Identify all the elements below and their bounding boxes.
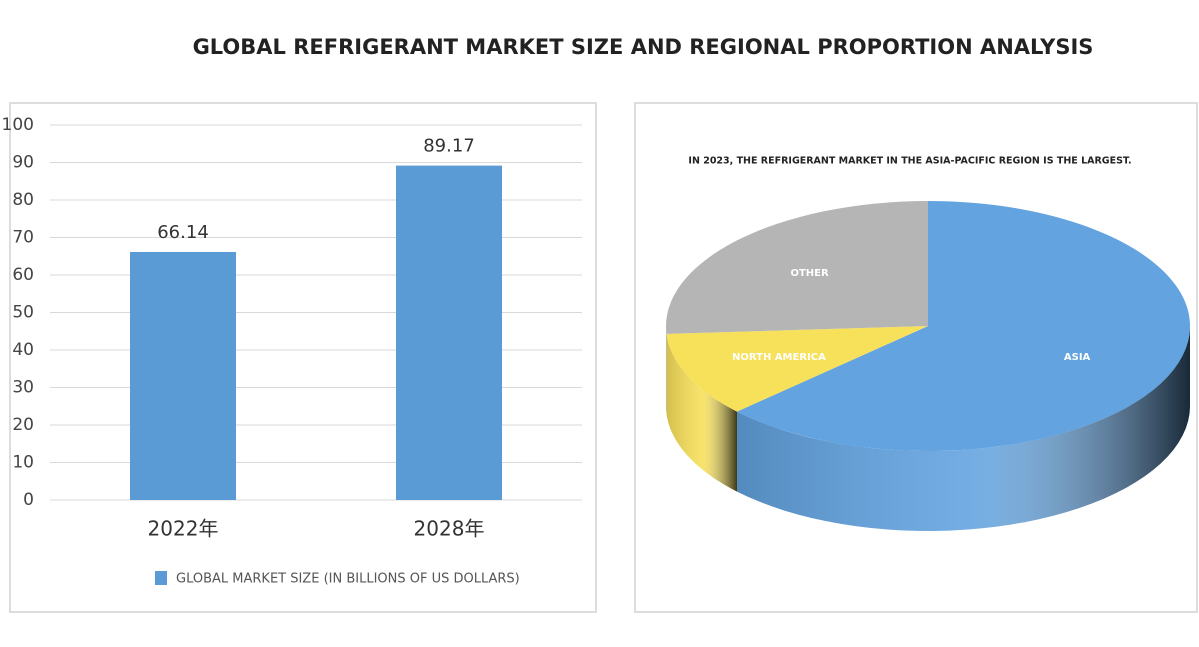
- bar: [130, 251, 236, 500]
- legend-swatch: [155, 571, 167, 585]
- x-tick-label: 2022年: [148, 517, 219, 541]
- x-tick-label: 2028年: [414, 517, 485, 541]
- pie-side-shade: [666, 326, 667, 414]
- page-title: GLOBAL REFRIGERANT MARKET SIZE AND REGIO…: [193, 35, 1094, 59]
- pie-slice: [666, 326, 928, 412]
- pie-title: IN 2023, THE REFRIGERANT MARKET IN THE A…: [688, 156, 1131, 167]
- bar-panel: [9, 102, 597, 613]
- y-tick-label: 60: [12, 265, 34, 285]
- y-tick-label: 40: [12, 340, 34, 360]
- legend-label: GLOBAL MARKET SIZE (IN BILLIONS OF US DO…: [176, 572, 520, 587]
- y-tick-label: 20: [12, 415, 34, 435]
- y-tick-label: 10: [12, 453, 34, 473]
- slice-label: OTHER: [790, 268, 829, 279]
- y-tick-label: 90: [12, 153, 34, 173]
- y-tick-label: 70: [12, 228, 34, 248]
- pie-slice: [737, 201, 1190, 451]
- bar: [396, 165, 502, 501]
- y-tick-label: 30: [12, 378, 34, 398]
- y-tick-label: 100: [2, 115, 34, 135]
- y-tick-label: 50: [12, 303, 34, 323]
- pie-side-shade: [666, 333, 738, 492]
- slice-label: ASIA: [1064, 352, 1091, 363]
- y-tick-label: 80: [12, 190, 34, 210]
- pie-slice: [665, 201, 928, 334]
- data-label: 66.14: [157, 222, 209, 243]
- slice-label: NORTH AMERICA: [732, 352, 826, 363]
- y-tick-label: 0: [23, 490, 34, 510]
- data-label: 89.17: [423, 136, 475, 157]
- pie-side-shade: [737, 326, 1190, 531]
